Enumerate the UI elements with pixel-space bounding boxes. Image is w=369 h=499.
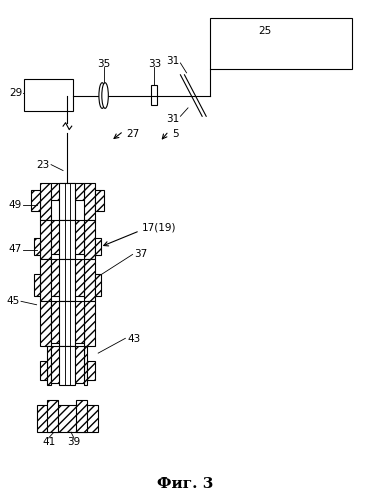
Text: 47: 47 — [8, 245, 21, 254]
Text: 31: 31 — [166, 114, 179, 124]
Bar — [59, 259, 75, 301]
Bar — [34, 274, 40, 296]
Text: 33: 33 — [148, 59, 161, 69]
Bar — [94, 274, 101, 296]
Bar — [59, 183, 75, 220]
Text: 17(19): 17(19) — [142, 222, 176, 233]
Bar — [51, 259, 84, 296]
Bar — [31, 190, 40, 211]
Text: Фиг. 3: Фиг. 3 — [157, 477, 213, 491]
Bar — [40, 360, 48, 380]
Text: 35: 35 — [97, 59, 110, 69]
Bar — [87, 360, 94, 380]
Ellipse shape — [102, 83, 108, 108]
Text: 43: 43 — [127, 334, 141, 344]
Bar — [151, 85, 156, 105]
Bar — [40, 220, 51, 259]
Bar — [51, 220, 84, 254]
Bar — [84, 259, 94, 301]
Bar — [40, 259, 51, 301]
Bar — [24, 79, 73, 111]
Bar — [51, 183, 84, 200]
Bar — [48, 346, 51, 385]
Bar — [94, 190, 104, 211]
Bar — [40, 301, 51, 346]
Bar — [34, 238, 40, 255]
Text: 31: 31 — [166, 55, 179, 65]
Bar — [84, 220, 94, 259]
Text: 41: 41 — [42, 437, 55, 447]
Bar — [59, 301, 75, 346]
Bar — [59, 346, 75, 385]
Bar — [51, 346, 84, 383]
Text: 27: 27 — [127, 129, 140, 139]
Text: 37: 37 — [134, 250, 148, 259]
Bar — [76, 400, 87, 432]
Bar — [94, 238, 101, 255]
Bar — [59, 220, 75, 259]
Text: 5: 5 — [172, 129, 178, 139]
Text: 39: 39 — [67, 437, 80, 447]
Text: 49: 49 — [8, 200, 21, 210]
Text: 25: 25 — [258, 26, 272, 36]
Bar — [84, 301, 94, 346]
Bar — [210, 17, 352, 69]
Bar — [84, 346, 87, 385]
Bar — [84, 183, 94, 220]
Text: 29: 29 — [9, 88, 23, 98]
Bar — [37, 405, 98, 432]
Text: 23: 23 — [37, 160, 50, 170]
Ellipse shape — [99, 83, 106, 108]
Bar — [48, 400, 58, 432]
Bar — [40, 183, 51, 220]
Bar — [51, 301, 84, 343]
Text: 45: 45 — [6, 296, 19, 306]
